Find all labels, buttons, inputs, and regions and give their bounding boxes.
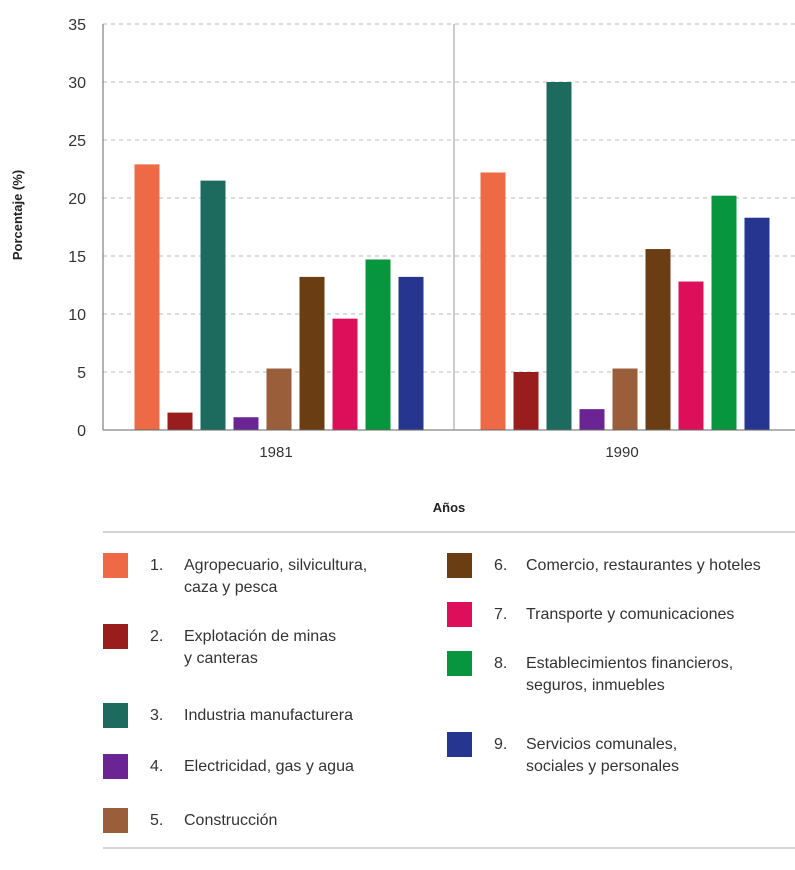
- legend: 1. Agropecuario, silvicultura, caza y pesc…: [103, 553, 761, 833]
- legend-label: caza y pesca: [184, 579, 277, 596]
- legend-swatch: [447, 602, 472, 627]
- bars: [134, 82, 770, 431]
- bar: [332, 318, 358, 430]
- legend-label: sociales y personales: [526, 758, 679, 775]
- bar: [398, 276, 424, 430]
- legend-label: Explotación de minas: [184, 628, 336, 645]
- x-tick-label: 1990: [605, 444, 638, 461]
- legend-number: 6.: [494, 557, 507, 574]
- bar: [233, 417, 259, 430]
- legend-number: 4.: [150, 758, 163, 775]
- y-axis-title: Porcentaje (%): [10, 170, 25, 260]
- bar: [167, 412, 193, 430]
- legend-swatch: [103, 754, 128, 779]
- legend-number: 2.: [150, 628, 163, 645]
- legend-label: Comercio, restaurantes y hoteles: [526, 557, 761, 574]
- y-tick-label: 25: [68, 133, 86, 150]
- legend-label: Electricidad, gas y agua: [184, 758, 354, 775]
- y-tick-labels: 0 5 10 15 20 25 30 35: [68, 17, 86, 440]
- legend-swatch: [103, 624, 128, 649]
- legend-swatch: [103, 808, 128, 833]
- legend-label: Agropecuario, silvicultura,: [184, 557, 367, 574]
- bar: [200, 180, 226, 430]
- bar: [134, 164, 160, 431]
- legend-number: 3.: [150, 707, 163, 724]
- bar: [365, 259, 391, 430]
- legend-swatch: [103, 553, 128, 578]
- bar: [266, 368, 292, 430]
- legend-label: seguros, inmuebles: [526, 677, 665, 694]
- legend-swatch: [447, 732, 472, 757]
- bar: [678, 281, 704, 430]
- legend-number: 1.: [150, 557, 163, 574]
- y-tick-label: 15: [68, 249, 86, 266]
- bar: [299, 276, 325, 430]
- y-tick-label: 30: [68, 75, 86, 92]
- y-tick-label: 35: [68, 17, 86, 34]
- bar: [744, 217, 770, 430]
- bar: [513, 372, 539, 430]
- bar: [480, 172, 506, 431]
- legend-label: Construcción: [184, 812, 277, 829]
- legend-number: 5.: [150, 812, 163, 829]
- bar: [546, 82, 572, 430]
- bar: [579, 409, 605, 430]
- y-tick-label: 0: [77, 423, 86, 440]
- x-axis-title: Años: [433, 500, 466, 515]
- legend-swatch: [447, 553, 472, 578]
- legend-label: Establecimientos financieros,: [526, 655, 733, 672]
- legend-label: Transporte y comunicaciones: [526, 606, 734, 623]
- y-tick-label: 10: [68, 307, 86, 324]
- bar: [645, 249, 671, 430]
- bar: [711, 195, 737, 430]
- y-tick-label: 5: [77, 365, 86, 382]
- legend-number: 7.: [494, 606, 507, 623]
- x-tick-labels: 1981 1990: [259, 444, 638, 461]
- legend-number: 9.: [494, 736, 507, 753]
- legend-label: Industria manufacturera: [184, 707, 353, 724]
- legend-label: Servicios comunales,: [526, 736, 677, 753]
- y-tick-label: 20: [68, 191, 86, 208]
- legend-swatch: [447, 651, 472, 676]
- legend-swatch: [103, 703, 128, 728]
- x-tick-label: 1981: [259, 444, 292, 461]
- bar: [612, 368, 638, 430]
- legend-label: y canteras: [184, 650, 258, 667]
- legend-number: 8.: [494, 655, 507, 672]
- axes: [102, 24, 795, 431]
